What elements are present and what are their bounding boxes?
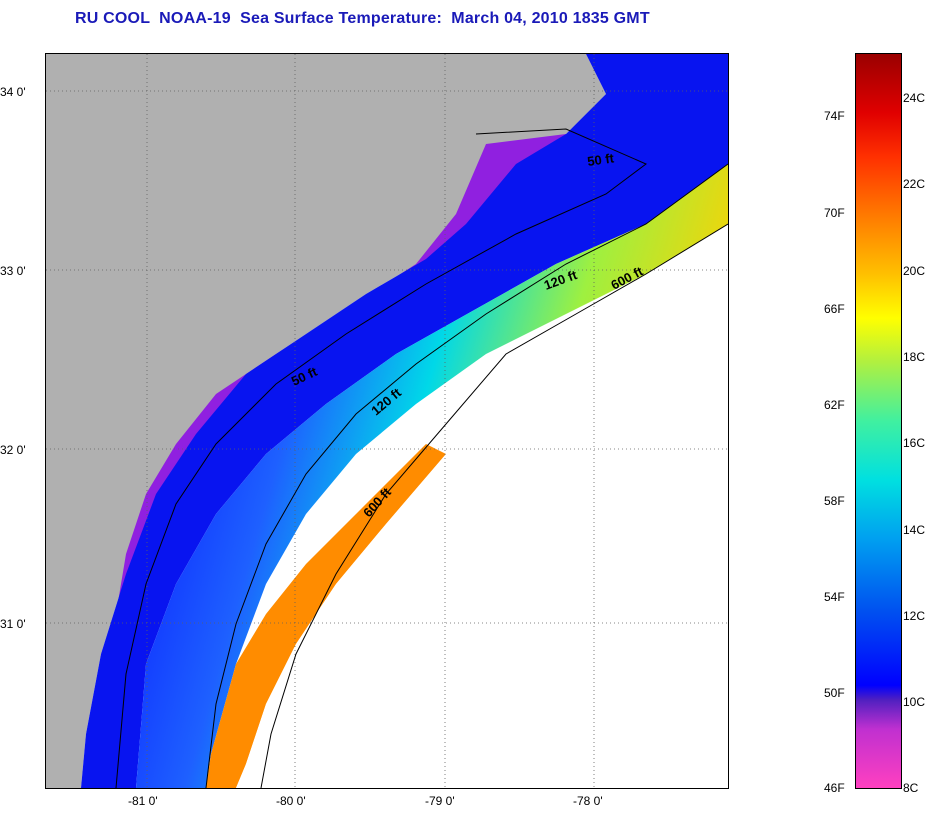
lat-label: 33 0' bbox=[0, 264, 26, 278]
colorbar-f-label: 54F bbox=[824, 590, 845, 604]
no-data-offshore bbox=[236, 224, 728, 788]
colorbar-c-label: 24C bbox=[903, 91, 926, 105]
sst-map-canvas: 50 ft 50 ft 120 ft 120 ft 600 ft 600 ft bbox=[46, 54, 728, 788]
sst-map: 50 ft 50 ft 120 ft 120 ft 600 ft 600 ft bbox=[45, 53, 729, 789]
cold-water-band bbox=[81, 54, 728, 788]
colorbar-f-label: 70F bbox=[824, 206, 845, 220]
contour-120ft bbox=[205, 163, 728, 788]
colorbar-f-label: 58F bbox=[824, 494, 845, 508]
colorbar-f-label: 46F bbox=[824, 781, 845, 795]
colorbar-c-label: 22C bbox=[903, 177, 926, 191]
colorbar-f-label: 66F bbox=[824, 302, 845, 316]
mid-shelf-water bbox=[136, 164, 728, 788]
colorbar-f-label: 50F bbox=[824, 686, 845, 700]
contour-600ft bbox=[260, 223, 728, 788]
graticule bbox=[46, 54, 728, 788]
contour-50ft bbox=[115, 128, 647, 788]
lat-label: 34 0' bbox=[0, 85, 26, 99]
colorbar-c-label: 20C bbox=[903, 264, 926, 278]
lon-label: -79 0' bbox=[425, 794, 455, 808]
lon-label: -78 0' bbox=[573, 794, 603, 808]
colorbar-c-label: 18C bbox=[903, 350, 926, 364]
colorbar-c-label: 14C bbox=[903, 523, 926, 537]
lon-label: -81 0' bbox=[128, 794, 158, 808]
colorbar-c-label: 8C bbox=[903, 781, 919, 795]
temperature-colorbar bbox=[855, 53, 902, 789]
colorbar-f-label: 62F bbox=[824, 398, 845, 412]
land-mass bbox=[46, 54, 606, 788]
colorbar-c-label: 12C bbox=[903, 609, 926, 623]
map-title: RU COOL NOAA-19 Sea Surface Temperature:… bbox=[75, 10, 650, 27]
lat-label: 31 0' bbox=[0, 617, 26, 631]
lon-label: -80 0' bbox=[276, 794, 306, 808]
gulf-stream-edge bbox=[206, 444, 446, 788]
colorbar-c-label: 10C bbox=[903, 695, 926, 709]
colorbar-f-label: 74F bbox=[824, 109, 845, 123]
lat-label: 32 0' bbox=[0, 443, 26, 457]
colorbar-c-label: 16C bbox=[903, 436, 926, 450]
contour-label: 50 ft bbox=[586, 150, 615, 169]
